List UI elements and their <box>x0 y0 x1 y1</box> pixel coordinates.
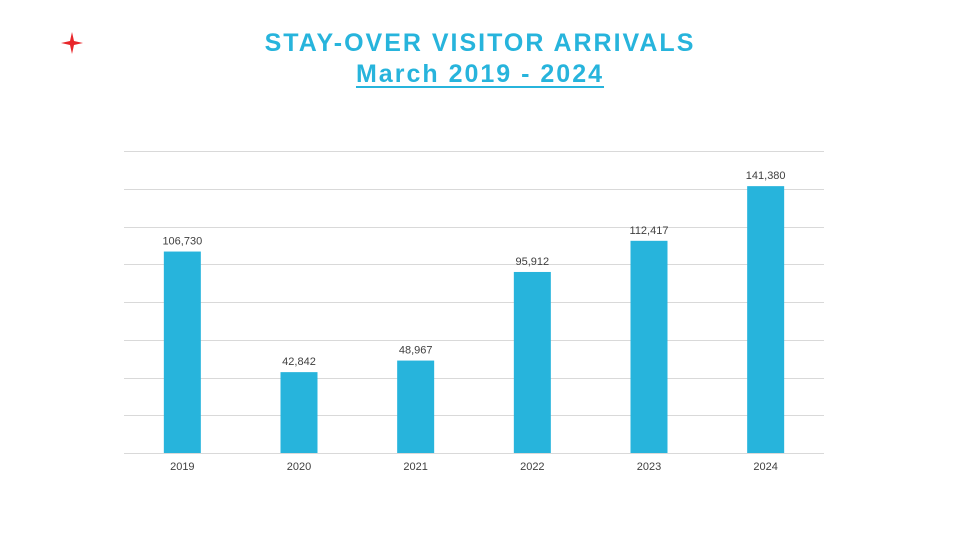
x-tick-label-2020: 2020 <box>287 461 311 473</box>
x-tick-labels: 2019 2020 2021 2022 2023 2024 <box>170 461 778 473</box>
bar-2021 <box>397 360 435 453</box>
gridlines <box>124 151 824 454</box>
x-tick-label-2019: 2019 <box>170 461 194 473</box>
chart-subtitle: March 2019 - 2024 <box>355 60 605 88</box>
data-label-2024: 141,380 <box>746 170 786 182</box>
data-label-2020: 42,842 <box>282 356 316 368</box>
bars <box>163 186 785 453</box>
chart-title: STAY-OVER VISITOR ARRIVALS <box>264 29 696 57</box>
data-labels: 106,730 42,842 48,967 95,912 112,417 141,380 <box>162 170 785 368</box>
x-tick-label-2023: 2023 <box>637 461 661 473</box>
bar-2024 <box>747 186 785 453</box>
star-logo-shape <box>61 32 83 54</box>
x-tick-label-2024: 2024 <box>753 461 777 473</box>
x-tick-label-2021: 2021 <box>403 461 427 473</box>
x-tick-label-2022: 2022 <box>520 461 544 473</box>
bar-2019 <box>163 251 201 453</box>
data-label-2019: 106,730 <box>162 236 202 248</box>
data-label-2021: 48,967 <box>399 345 433 357</box>
data-label-2023: 112,417 <box>630 225 669 237</box>
bar-2023 <box>630 240 668 453</box>
bar-2020 <box>280 372 318 453</box>
star-logo-icon <box>61 32 83 54</box>
data-label-2022: 95,912 <box>516 256 550 268</box>
bar-2022 <box>513 271 551 453</box>
